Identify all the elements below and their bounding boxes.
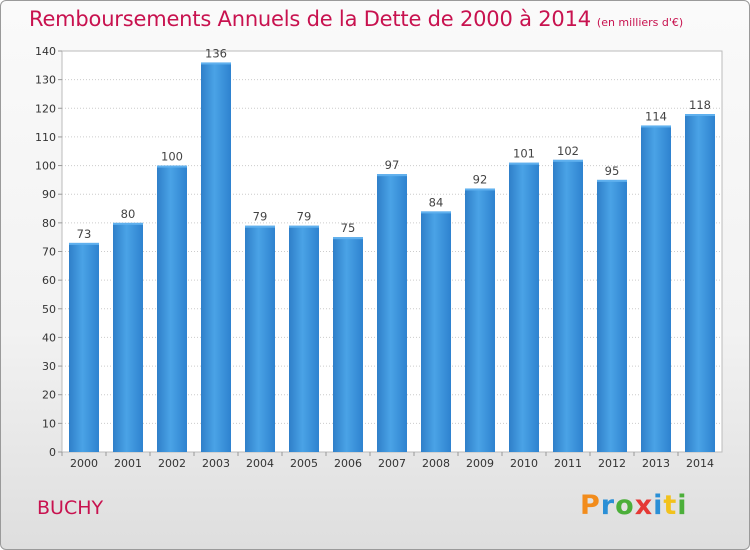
data-label-2007: 97: [385, 158, 400, 172]
y-axis-tick-labels: 0 10 20 30 40 50 60 70 80 90 100 110 120 130 140: [35, 45, 56, 459]
x-tick-label-2013: 2013: [642, 457, 670, 470]
bar-2003: [201, 62, 231, 452]
logo-letter: o: [615, 490, 635, 521]
x-tick-label-2009: 2009: [466, 457, 494, 470]
bar-2014: [685, 114, 715, 452]
x-tick-label-2014: 2014: [686, 457, 714, 470]
bar-top-2001: [113, 222, 143, 225]
x-tick-label-2002: 2002: [158, 457, 186, 470]
data-label-2002: 100: [161, 150, 183, 164]
data-label-2004: 79: [253, 210, 268, 224]
bar-2005: [289, 225, 319, 452]
bar-2011: [553, 159, 583, 453]
x-tick-label-2007: 2007: [378, 457, 406, 470]
data-label-2008: 84: [429, 195, 444, 209]
chart-title: Remboursements Annuels de la Dette de 20…: [29, 7, 683, 31]
y-tick-label: 20: [42, 389, 56, 402]
bar-top-2005: [289, 225, 319, 228]
chart-title-text: Remboursements Annuels de la Dette de 20…: [29, 7, 591, 31]
bar-top-2011: [553, 159, 583, 162]
bar-2012: [597, 179, 627, 452]
bar-2013: [641, 125, 671, 452]
logo-letter: P: [580, 490, 601, 521]
x-tick-label-2004: 2004: [246, 457, 274, 470]
bar-2002: [157, 165, 187, 453]
bar-2009: [465, 188, 495, 452]
y-tick-label: 100: [35, 160, 56, 173]
x-axis-tick-labels: 2000 2001 2002 2003 2004 2005 2006 2007 2008 2009…: [61, 452, 714, 470]
y-tick-label: 40: [42, 331, 56, 344]
bar-2010: [509, 162, 539, 452]
y-tick-label: 140: [35, 45, 56, 58]
bar-2001: [113, 222, 143, 452]
x-tick-label-2011: 2011: [554, 457, 582, 470]
logo-letter: t: [663, 490, 678, 521]
x-tick-label-2006: 2006: [334, 457, 362, 470]
y-tick-label: 70: [42, 246, 56, 259]
proxiti-logo: Proxiti: [580, 490, 688, 521]
x-tick-label-2008: 2008: [422, 457, 450, 470]
data-label-2003: 136: [205, 46, 227, 60]
x-tick-label-2005: 2005: [290, 457, 318, 470]
y-tick-label: 80: [42, 217, 56, 230]
x-tick-label-2010: 2010: [510, 457, 538, 470]
bar-2006: [333, 237, 363, 452]
logo-letter: r: [600, 490, 616, 521]
x-tick-label-2003: 2003: [202, 457, 230, 470]
bar-top-2014: [685, 114, 715, 117]
data-label-2013: 114: [645, 109, 667, 123]
logo-letter: i: [653, 490, 664, 521]
x-tick-label-2000: 2000: [70, 457, 98, 470]
y-tick-label: 30: [42, 360, 56, 373]
bar-top-2000: [69, 242, 99, 245]
bar-2000: [69, 242, 99, 452]
bar-top-2008: [421, 211, 451, 214]
y-tick-label: 50: [42, 303, 56, 316]
y-tick-label: 130: [35, 74, 56, 87]
x-tick-label-2012: 2012: [598, 457, 626, 470]
bar-top-2007: [377, 174, 407, 177]
data-label-2011: 102: [557, 144, 579, 158]
bar-2008: [421, 211, 451, 452]
y-tick-label: 120: [35, 102, 56, 115]
y-tick-label: 90: [42, 188, 56, 201]
data-label-2000: 73: [77, 227, 92, 241]
y-tick-label: 0: [49, 446, 56, 459]
x-tick-label-2001: 2001: [114, 457, 142, 470]
data-labels: 73 80 100 136 79 79 75 97 84 92 101 102 95 114 118: [77, 46, 711, 240]
data-label-2014: 118: [689, 98, 711, 112]
bar-top-2009: [465, 188, 495, 191]
data-label-2001: 80: [121, 207, 136, 221]
bar-top-2002: [157, 165, 187, 168]
data-label-2005: 79: [297, 210, 312, 224]
data-label-2006: 75: [341, 221, 356, 235]
place-name: BUCHY: [37, 497, 104, 519]
data-label-2010: 101: [513, 147, 535, 161]
y-tick-label: 10: [42, 417, 56, 430]
bar-2004: [245, 225, 275, 452]
chart-subtitle: (en milliers d'€): [596, 16, 684, 29]
logo-letter: x: [634, 490, 654, 521]
bar-top-2003: [201, 62, 231, 65]
data-label-2009: 92: [473, 172, 488, 186]
bar-top-2013: [641, 125, 671, 128]
bar-top-2012: [597, 179, 627, 182]
bar-top-2004: [245, 225, 275, 228]
data-label-2012: 95: [605, 164, 620, 178]
bar-top-2010: [509, 162, 539, 165]
bars: [69, 62, 715, 453]
bar-top-2006: [333, 237, 363, 240]
bar-2007: [377, 174, 407, 452]
logo-letter: i: [677, 490, 688, 521]
y-tick-label: 60: [42, 274, 56, 287]
y-tick-label: 110: [35, 131, 56, 144]
